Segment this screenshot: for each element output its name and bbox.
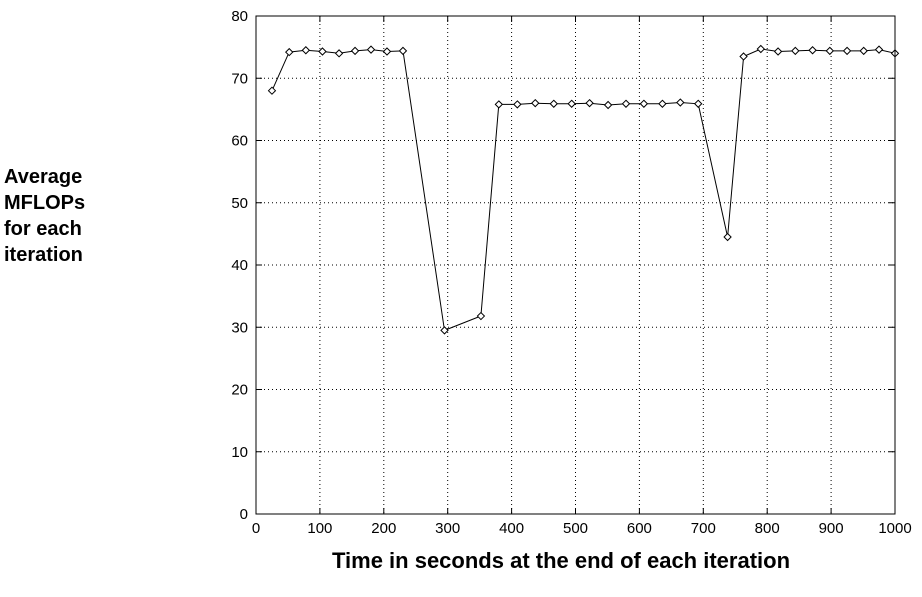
x-tick-label: 200: [371, 520, 396, 537]
y-tick-label: 10: [231, 444, 248, 461]
data-point-marker: [440, 326, 449, 335]
y-axis-label-line: Average: [4, 166, 83, 188]
y-axis-label-line: for each: [4, 218, 82, 240]
data-point-marker: [398, 46, 408, 56]
data-point-marker: [334, 49, 344, 58]
x-tick-label: 300: [435, 520, 460, 537]
x-axis-label: Time in seconds at the end of each itera…: [331, 548, 791, 573]
data-point-marker: [621, 99, 631, 108]
data-point-marker: [549, 99, 558, 108]
data-point-marker: [693, 99, 703, 108]
y-tick-label: 0: [240, 506, 248, 523]
data-point-marker: [791, 46, 800, 56]
data-point-marker: [318, 47, 327, 56]
data-point-marker: [350, 46, 360, 56]
data-point-marker: [723, 232, 732, 242]
data-point-marker: [842, 46, 852, 56]
data-point-marker: [808, 46, 817, 55]
data-point-marker: [382, 47, 392, 56]
data-point-marker: [658, 99, 667, 108]
data-point-marker: [285, 47, 294, 57]
grid-lines: [256, 16, 895, 514]
data-point-marker: [874, 45, 884, 54]
series-markers: [267, 44, 900, 335]
data-point-marker: [494, 100, 504, 109]
y-tick-label: 30: [231, 319, 248, 336]
y-tick-label: 70: [231, 70, 248, 87]
x-tick-label: 100: [307, 520, 332, 537]
data-point-marker: [366, 45, 376, 54]
x-tick-label: 500: [563, 520, 588, 537]
x-tick-label: 900: [819, 520, 844, 537]
data-point-marker: [739, 52, 748, 61]
data-point-marker: [267, 86, 277, 95]
data-point-marker: [756, 44, 766, 54]
x-tick-label: 1000: [878, 520, 911, 537]
data-point-marker: [476, 311, 486, 321]
axis-ticks: 0 100 200 300 400 500 600 700 800 900 1000 0 10 20 30 4…: [231, 8, 911, 537]
y-axis-label-line: MFLOPs: [4, 192, 86, 214]
y-tick-label: 20: [231, 382, 248, 399]
series-line: [271, 48, 896, 332]
data-point-marker: [585, 98, 594, 108]
data-point-marker: [513, 100, 522, 109]
x-tick-label: 800: [755, 520, 780, 537]
y-tick-label: 80: [231, 8, 248, 25]
y-tick-label: 40: [231, 257, 248, 274]
y-axis-label: Average MFLOPs for each iteration: [4, 164, 144, 268]
data-point-marker: [676, 98, 685, 107]
data-point-marker: [825, 46, 835, 56]
x-tick-label: 400: [499, 520, 524, 537]
y-tick-label: 60: [231, 133, 248, 150]
x-tick-label: 0: [252, 520, 260, 537]
x-tick-label: 700: [691, 520, 716, 537]
x-tick-label: 600: [627, 520, 652, 537]
data-point-marker: [773, 47, 783, 56]
series-polyline: [271, 48, 896, 332]
data-point-marker: [639, 99, 649, 108]
data-point-marker: [531, 98, 540, 108]
data-point-marker: [603, 100, 613, 110]
data-point-marker: [859, 46, 868, 56]
y-tick-label: 50: [231, 195, 248, 212]
data-point-marker: [301, 46, 311, 55]
data-point-marker: [567, 99, 576, 108]
y-axis-label-line: iteration: [4, 244, 83, 266]
